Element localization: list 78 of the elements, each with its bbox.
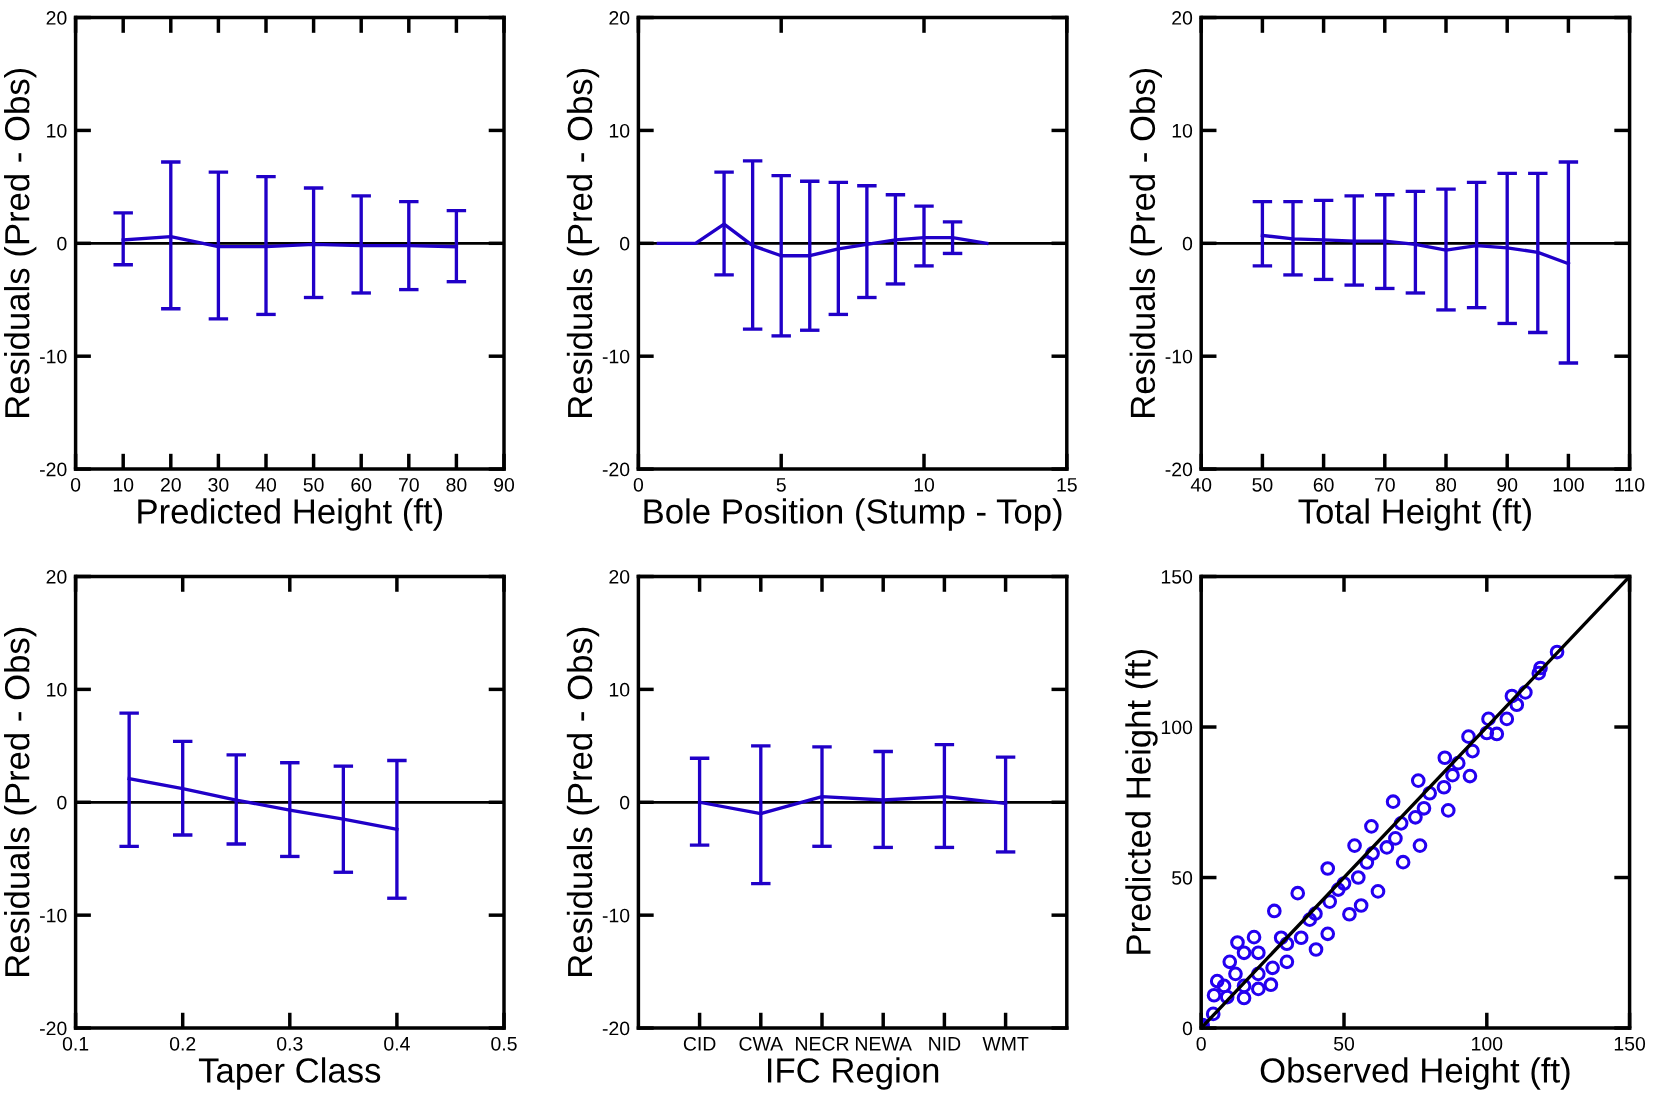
y-axis-title: Residuals (Pred - Obs) [566, 68, 600, 418]
y-tick-label: -20 [602, 1021, 630, 1036]
y-tick-label: -10 [1165, 349, 1193, 364]
y-tick-label: 0 [1182, 1021, 1193, 1036]
y-axis-title: Residuals (Pred - Obs) [1129, 68, 1162, 418]
y-tick-label: 0 [1182, 236, 1193, 251]
y-tick-label: -20 [40, 1021, 67, 1036]
y-tick-label: 20 [46, 11, 67, 25]
x-tick-label: 0 [70, 477, 81, 492]
y-tick-label: 50 [1172, 871, 1193, 885]
x-tick-label: 0.5 [491, 1036, 517, 1051]
y-tick-label: 20 [1172, 11, 1193, 25]
x-tick-label: CWA [739, 1036, 784, 1051]
x-tick-label: 50 [1333, 1036, 1355, 1051]
x-tick-label: WMT [982, 1037, 1029, 1051]
y-tick-label: 150 [1161, 569, 1193, 584]
y-tick-label: 20 [609, 11, 630, 25]
x-tick-label: 150 [1614, 1036, 1646, 1051]
x-tick-label: 100 [1553, 477, 1584, 492]
x-tick-label: 100 [1472, 1036, 1503, 1051]
x-tick-label: CID [683, 1036, 716, 1051]
y-tick-label: -20 [40, 462, 67, 477]
x-tick-label: NID [929, 1037, 961, 1051]
x-tick-label: 20 [160, 477, 181, 492]
x-tick-label: 0.2 [169, 1036, 196, 1051]
x-tick-label: 60 [1313, 477, 1334, 492]
y-tick-label: 10 [609, 123, 630, 138]
x-tick-label: 0 [633, 477, 644, 492]
x-axis-title: Bole Position (Stump - Top) [644, 498, 1062, 531]
x-tick-label: 10 [914, 477, 935, 492]
x-tick-label: 10 [113, 477, 134, 492]
y-tick-label: 10 [1172, 123, 1193, 138]
x-tick-label: 110 [1615, 477, 1645, 492]
y-tick-label: 20 [609, 569, 630, 584]
x-tick-label: 70 [398, 477, 419, 492]
x-tick-label: 30 [208, 477, 229, 492]
x-tick-label: 80 [1436, 477, 1457, 492]
y-tick-label: -10 [40, 908, 67, 923]
y-tick-label: -20 [1165, 462, 1193, 477]
x-tick-label: 60 [351, 477, 372, 492]
y-tick-label: 10 [609, 682, 630, 697]
y-tick-label: 0 [620, 795, 630, 810]
y-tick-label: -20 [602, 462, 630, 477]
x-axis-title: Predicted Height (ft) [138, 498, 443, 531]
y-axis-title: Predicted Height (ft) [1125, 650, 1158, 954]
x-tick-label: 0 [1196, 1036, 1206, 1051]
x-tick-label: 50 [303, 477, 324, 492]
y-tick-label: 0 [57, 795, 67, 810]
x-tick-label: 40 [1190, 477, 1212, 492]
x-tick-label: 0.4 [384, 1036, 410, 1051]
y-tick-label: 100 [1161, 720, 1193, 735]
y-tick-label: 0 [620, 236, 630, 251]
y-axis-title: Residuals (Pred - Obs) [4, 627, 37, 976]
y-tick-label: 10 [47, 682, 67, 697]
x-axis-title: IFC Region [768, 1057, 939, 1090]
x-tick-label: 50 [1252, 477, 1273, 492]
x-tick-label: 90 [494, 477, 515, 492]
x-tick-label: 0.1 [62, 1036, 89, 1051]
y-tick-label: -10 [602, 908, 630, 923]
x-tick-label: 80 [446, 477, 467, 492]
x-tick-label: NEWA [855, 1037, 912, 1051]
x-axis-title: Observed Height (ft) [1260, 1057, 1570, 1090]
x-tick-label: 0.3 [277, 1036, 303, 1051]
x-tick-label: 90 [1497, 477, 1518, 492]
x-tick-label: NECR [796, 1036, 849, 1051]
y-axis-title: Residuals (Pred - Obs) [4, 68, 37, 418]
y-tick-label: -10 [40, 349, 67, 364]
x-tick-label: 40 [255, 477, 277, 492]
y-tick-label: 20 [46, 569, 67, 584]
y-axis-title: Residuals (Pred - Obs) [566, 627, 600, 976]
x-axis-title: Total Height (ft) [1298, 498, 1531, 531]
y-tick-label: 0 [57, 236, 67, 251]
x-tick-label: 5 [776, 478, 786, 492]
y-tick-label: 10 [47, 123, 67, 138]
x-axis-title: Taper Class [198, 1057, 381, 1090]
x-tick-label: 15 [1057, 478, 1077, 492]
x-tick-label: 70 [1374, 477, 1395, 492]
y-tick-label: -10 [602, 349, 630, 364]
